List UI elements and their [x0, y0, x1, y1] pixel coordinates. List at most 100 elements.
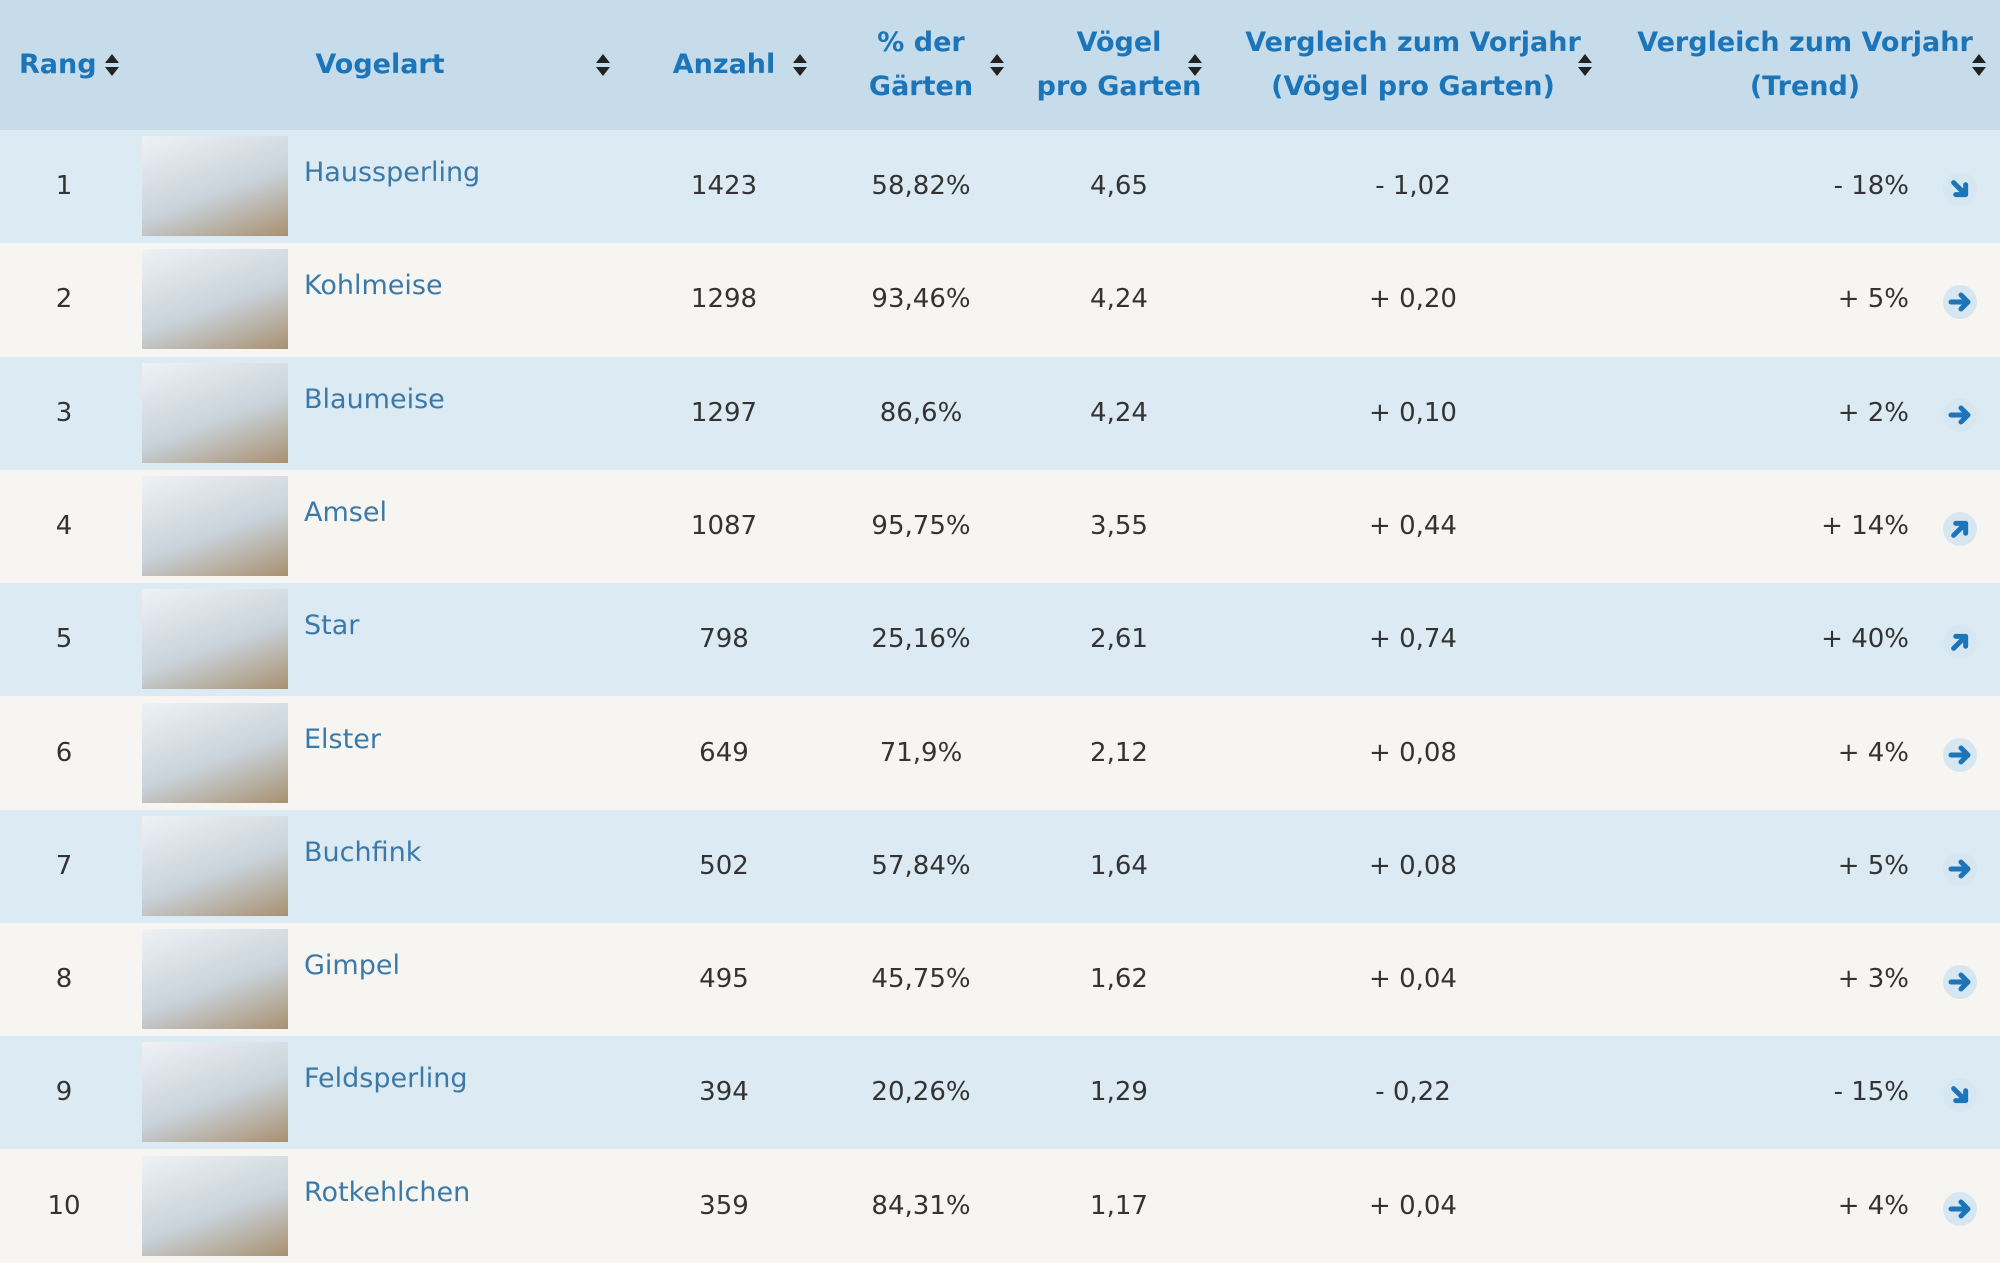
cell-value: 1,17	[1090, 1190, 1148, 1221]
sort-icon[interactable]	[104, 53, 120, 77]
rank: 1	[55, 171, 73, 201]
cell-value: 84,31%	[871, 1190, 971, 1221]
trend-arrow	[1943, 172, 1977, 206]
trend-arrow	[1943, 398, 1977, 432]
rank: 5	[55, 624, 73, 655]
table-row: 1 Haussperling 1423 58,82% 4,65 - 1,02 - 18%	[0, 130, 2000, 243]
trend-value: - 18%	[1833, 171, 1909, 201]
trend-arrow	[1943, 852, 1977, 886]
cell-value: 359	[699, 1190, 749, 1221]
bird-name[interactable]: Haussperling	[304, 157, 481, 188]
cell-value: 495	[699, 964, 749, 995]
bird-name[interactable]: Kohlmeise	[304, 270, 443, 302]
cell-value: 2,12	[1090, 737, 1148, 768]
cell-value: 2,61	[1090, 624, 1148, 655]
bird-image	[142, 136, 288, 236]
table-row: 7 Buchfink 502 57,84% 1,64 + 0,08 + 5%	[0, 809, 2000, 923]
cell-value: 4,24	[1090, 397, 1148, 428]
table-row: 8 Gimpel 495 45,75% 1,62 + 0,04 + 3%	[0, 923, 2000, 1037]
table-row: 9 Feldsperling 394 20,26% 1,29 - 0,22 - 15%	[0, 1036, 2000, 1150]
table-row: 5 Star 798 25,16% 2,61 + 0,74 + 40%	[0, 583, 2000, 697]
cell-value: + 0,04	[1369, 1190, 1457, 1221]
bird-name[interactable]: Star	[304, 610, 360, 642]
sort-icon[interactable]	[792, 53, 808, 77]
rank: 3	[55, 397, 73, 428]
cell-value: + 0,20	[1369, 284, 1457, 315]
cell-value: 798	[699, 624, 749, 655]
cell-value: 20,26%	[871, 1077, 971, 1108]
trend-arrow	[1943, 1078, 1977, 1112]
cell-value: - 1,02	[1375, 171, 1451, 201]
trend-arrow	[1943, 965, 1977, 999]
sort-icon[interactable]	[1187, 53, 1203, 77]
cell-value: 71,9%	[879, 737, 963, 768]
column-header[interactable]: pro Garten	[1036, 71, 1202, 102]
trend-arrow	[1943, 285, 1977, 319]
bird-image	[142, 815, 288, 916]
bird-name[interactable]: Rotkehlchen	[304, 1176, 471, 1208]
bird-name[interactable]: Gimpel	[304, 950, 400, 982]
column-header[interactable]: Vergleich zum Vorjahr	[1637, 27, 1973, 58]
trend-value: + 40%	[1821, 624, 1909, 655]
cell-value: 394	[699, 1077, 749, 1108]
cell-value: 57,84%	[871, 850, 971, 881]
column-header[interactable]: Rang	[19, 49, 97, 80]
rank: 7	[55, 850, 73, 881]
cell-value: 1,64	[1090, 850, 1148, 881]
trend-value: + 2%	[1837, 397, 1909, 428]
bird-image	[142, 362, 288, 463]
cell-value: + 0,08	[1369, 737, 1457, 768]
bird-image	[142, 702, 288, 803]
bird-image	[142, 929, 288, 1030]
cell-value: 502	[699, 850, 749, 881]
column-header[interactable]: Vogelart	[315, 49, 445, 80]
rank: 2	[55, 284, 73, 315]
column-header[interactable]: (Vögel pro Garten)	[1271, 71, 1555, 102]
trend-value: + 14%	[1821, 510, 1909, 541]
cell-value: 93,46%	[871, 284, 971, 315]
cell-value: + 0,74	[1369, 624, 1457, 655]
table-row: 4 Amsel 1087 95,75% 3,55 + 0,44 + 14%	[0, 469, 2000, 583]
trend-value: + 5%	[1837, 850, 1909, 881]
rank: 4	[55, 510, 73, 541]
table-row: 6 Elster 649 71,9% 2,12 + 0,08 + 4%	[0, 696, 2000, 810]
cell-value: + 0,44	[1369, 510, 1457, 541]
bird-name[interactable]: Elster	[304, 723, 381, 755]
sort-icon[interactable]	[1971, 53, 1987, 77]
sort-icon[interactable]	[595, 53, 611, 77]
table-row: 3 Blaumeise 1297 86,6% 4,24 + 0,10 + 2%	[0, 356, 2000, 470]
cell-value: 45,75%	[871, 964, 971, 995]
cell-value: - 0,22	[1375, 1077, 1451, 1108]
bird-name[interactable]: Blaumeise	[304, 383, 445, 415]
bird-name[interactable]: Feldsperling	[304, 1063, 468, 1095]
cell-value: + 0,04	[1369, 964, 1457, 995]
trend-arrow	[1943, 738, 1977, 772]
bird-image	[142, 1042, 288, 1143]
cell-value: 4,24	[1090, 284, 1148, 315]
column-header[interactable]: Vergleich zum Vorjahr	[1245, 27, 1581, 58]
trend-arrow	[1943, 512, 1977, 546]
trend-arrow	[1943, 1192, 1977, 1226]
cell-value: 649	[699, 737, 749, 768]
rank: 6	[55, 737, 73, 768]
column-header[interactable]: Anzahl	[672, 49, 776, 80]
cell-value: 1087	[690, 510, 758, 541]
trend-value: + 5%	[1837, 284, 1909, 315]
column-header[interactable]: % der	[877, 27, 965, 58]
column-header[interactable]: Vögel	[1076, 27, 1162, 58]
column-header[interactable]: Gärten	[868, 71, 974, 102]
sort-icon[interactable]	[1577, 53, 1593, 77]
bird-image	[142, 475, 288, 576]
cell-value: 1297	[690, 397, 758, 428]
bird-name[interactable]: Amsel	[304, 496, 387, 528]
column-header[interactable]: (Trend)	[1749, 71, 1861, 102]
bird-name[interactable]: Buchfink	[304, 836, 422, 868]
rank: 9	[55, 1077, 73, 1108]
cell-value: 3,55	[1090, 510, 1148, 541]
bird-image	[142, 249, 288, 350]
cell-value: 1298	[690, 284, 758, 315]
cell-value: + 0,10	[1369, 397, 1457, 428]
sort-icon[interactable]	[989, 53, 1005, 77]
cell-value: 1,62	[1090, 964, 1148, 995]
